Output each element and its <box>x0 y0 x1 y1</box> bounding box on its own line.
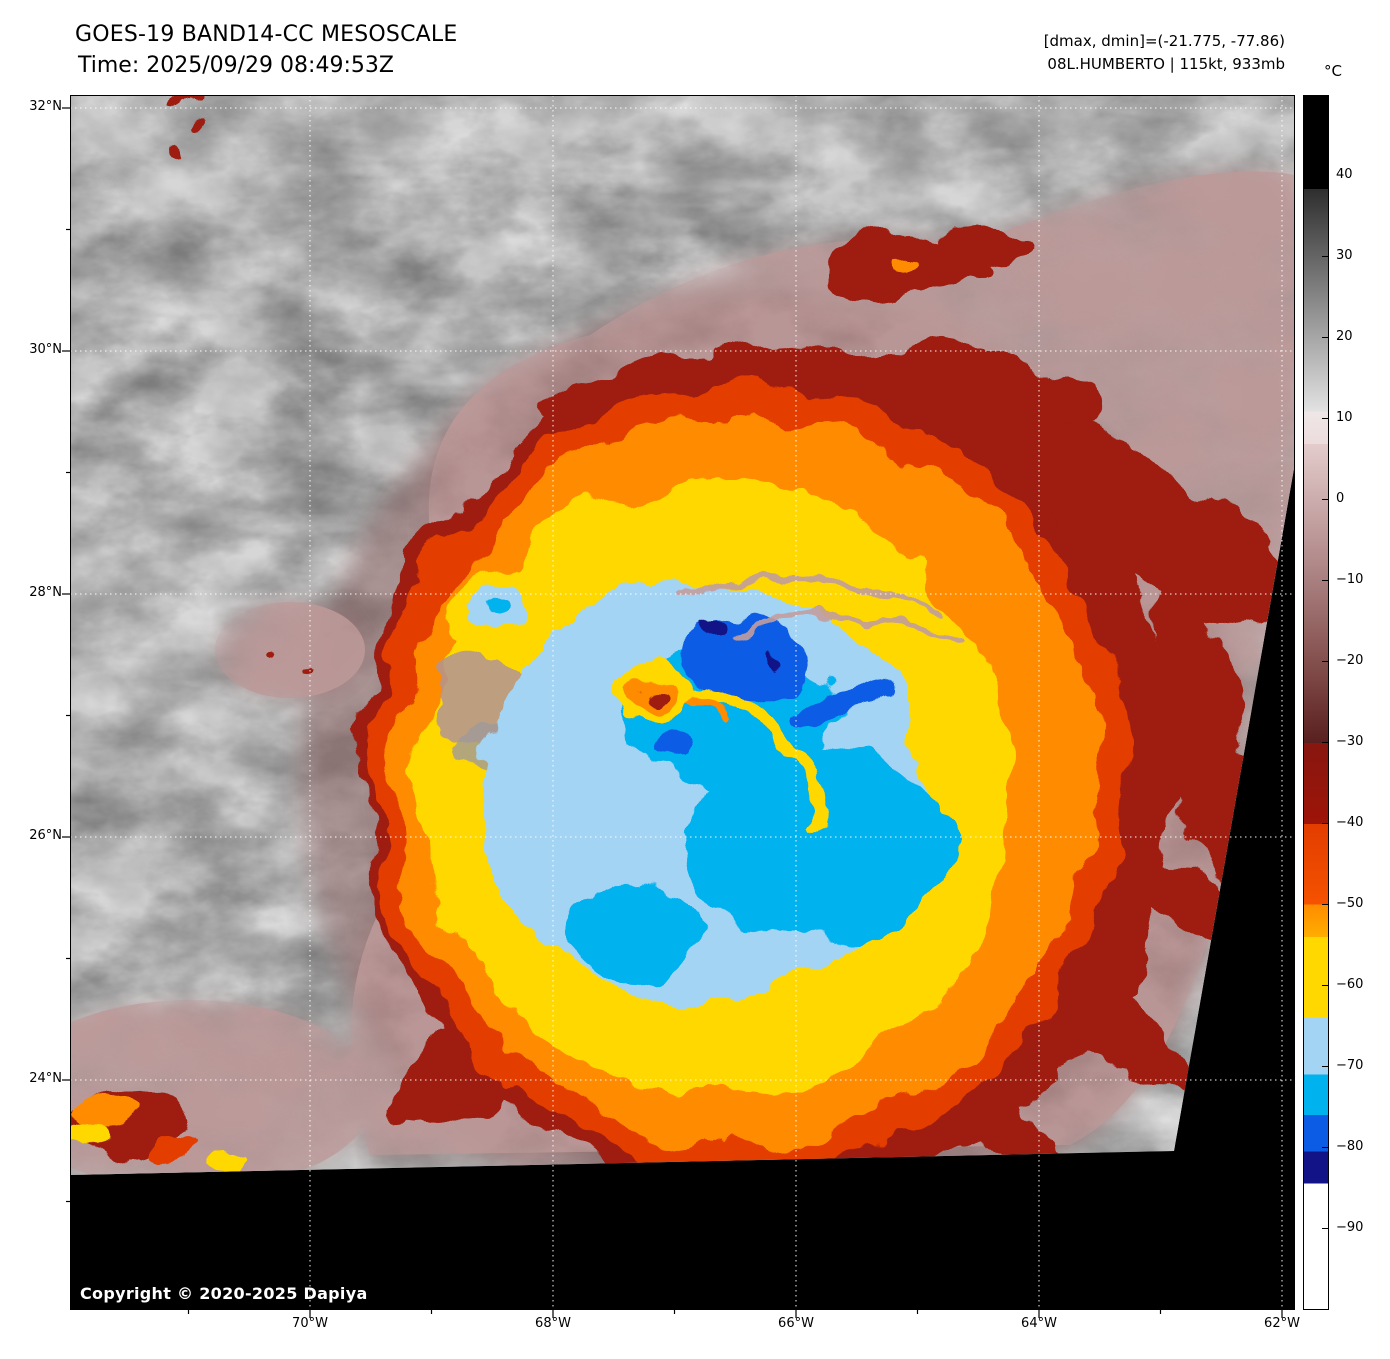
map-area: Copyright © 2020-2025 Dapiya <box>62 95 1295 1318</box>
colorbar-tick <box>1322 742 1329 743</box>
lat-tick-label: 32°N <box>29 99 62 114</box>
colorbar-tick <box>1322 1228 1329 1229</box>
colorbar-unit-label: °C <box>1324 62 1342 80</box>
colorbar-tick-label: 40 <box>1336 167 1353 182</box>
colorbar-tick-label: −10 <box>1336 572 1364 587</box>
colorbar-tick <box>1322 580 1329 581</box>
colorbar-tick <box>1322 175 1329 176</box>
cdo-blue <box>646 613 882 763</box>
colorbar-tick <box>1322 499 1329 500</box>
colorbar-tick-label: −90 <box>1336 1220 1364 1235</box>
colorbar-tick-label: 30 <box>1336 248 1353 263</box>
copyright: Copyright © 2020-2025 Dapiya <box>80 1284 368 1303</box>
dmax-dmin-annotation: [dmax, dmin]=(-21.775, -77.86) <box>1043 32 1285 50</box>
gridlines <box>70 95 1295 1310</box>
axis-ticks <box>62 107 1283 1318</box>
colorbar-tick-label: −30 <box>1336 734 1364 749</box>
lon-tick-label: 70°W <box>292 1316 328 1331</box>
colorbar-tick-label: −80 <box>1336 1139 1364 1154</box>
map-frame <box>70 95 1295 1310</box>
lat-tick-label: 30°N <box>29 342 62 357</box>
colorbar-tick <box>1322 823 1329 824</box>
colorbar-tick <box>1322 256 1329 257</box>
eye-feature <box>623 666 820 829</box>
storm-system <box>75 98 1288 1175</box>
lon-tick-label: 64°W <box>1021 1316 1057 1331</box>
lon-tick-label: 66°W <box>778 1316 814 1331</box>
image-title: GOES-19 BAND14-CC MESOSCALE <box>75 22 458 47</box>
colorbar-tick <box>1322 1066 1329 1067</box>
colorbar-gradient <box>1303 95 1329 1310</box>
colorbar-tick-label: −70 <box>1336 1058 1364 1073</box>
storm-info-annotation: 08L.HUMBERTO | 115kt, 933mb <box>1047 55 1285 73</box>
bottomleft-convection <box>75 1087 244 1172</box>
colorbar-tick <box>1322 985 1329 986</box>
warm-streaks <box>666 574 974 644</box>
lon-tick-label: 62°W <box>1264 1316 1300 1331</box>
scan-area <box>70 95 1295 1175</box>
colorbar-tick-label: −40 <box>1336 815 1364 830</box>
colorbar-tick <box>1322 1147 1329 1148</box>
colorbar-tick <box>1322 904 1329 905</box>
western-blob <box>446 569 558 661</box>
latitude-axis: 32°N 30°N 28°N 26°N 24°N <box>0 0 62 1359</box>
lon-tick-label: 68°W <box>535 1316 571 1331</box>
colorbar-tick <box>1322 661 1329 662</box>
colorbar-tick-label: 10 <box>1336 410 1353 425</box>
colorbar-tick-label: −20 <box>1336 653 1364 668</box>
cdo-navy <box>703 617 778 661</box>
colorbar-tick-label: 20 <box>1336 329 1353 344</box>
colorbar-tick-label: −50 <box>1336 896 1364 911</box>
colorbar-tick <box>1322 418 1329 419</box>
lat-tick-label: 28°N <box>29 585 62 600</box>
lat-tick-label: 24°N <box>29 1071 62 1086</box>
satellite-image <box>62 95 1295 1318</box>
lat-tick-label: 26°N <box>29 828 62 843</box>
colorbar-tick <box>1322 337 1329 338</box>
image-timestamp: Time: 2025/09/29 08:49:53Z <box>78 53 394 78</box>
colorbar-tick-label: −60 <box>1336 977 1364 992</box>
colorbar-tick-label: 0 <box>1336 491 1345 506</box>
